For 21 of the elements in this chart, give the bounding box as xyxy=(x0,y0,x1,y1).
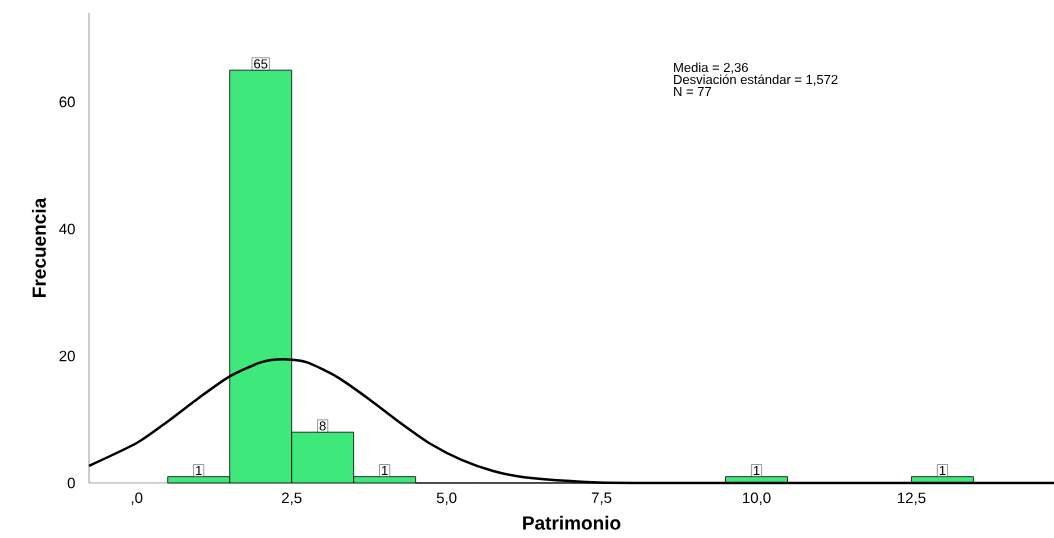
data-label: 1 xyxy=(382,466,388,475)
y-tick-label: 60 xyxy=(59,96,75,108)
data-label: 1 xyxy=(939,466,946,475)
y-tick-label: 0 xyxy=(67,477,75,489)
x-tick-label: 10,0 xyxy=(743,492,771,505)
data-label: 65 xyxy=(254,59,268,69)
x-tick-label: ,0 xyxy=(131,492,143,505)
y-axis-title: Frecuencia xyxy=(31,197,46,297)
data-label: 8 xyxy=(319,421,326,431)
data-label: 1 xyxy=(196,466,202,475)
annotation: Desviación estándar = 1,572 xyxy=(674,74,838,86)
x-tick-label: 12,5 xyxy=(898,492,926,505)
x-tick-label: 2,5 xyxy=(282,492,302,505)
annotation: N = 77 xyxy=(674,87,712,96)
data-label: 1 xyxy=(753,466,760,475)
x-tick-label: 7,5 xyxy=(591,492,612,505)
y-tick-label: 20 xyxy=(59,350,75,362)
annotation: Media = 2,36 xyxy=(674,62,748,74)
x-tick-label: 5,0 xyxy=(436,492,457,505)
y-tick-label: 40 xyxy=(59,223,75,235)
x-axis-title: Patrimonio xyxy=(523,515,621,530)
